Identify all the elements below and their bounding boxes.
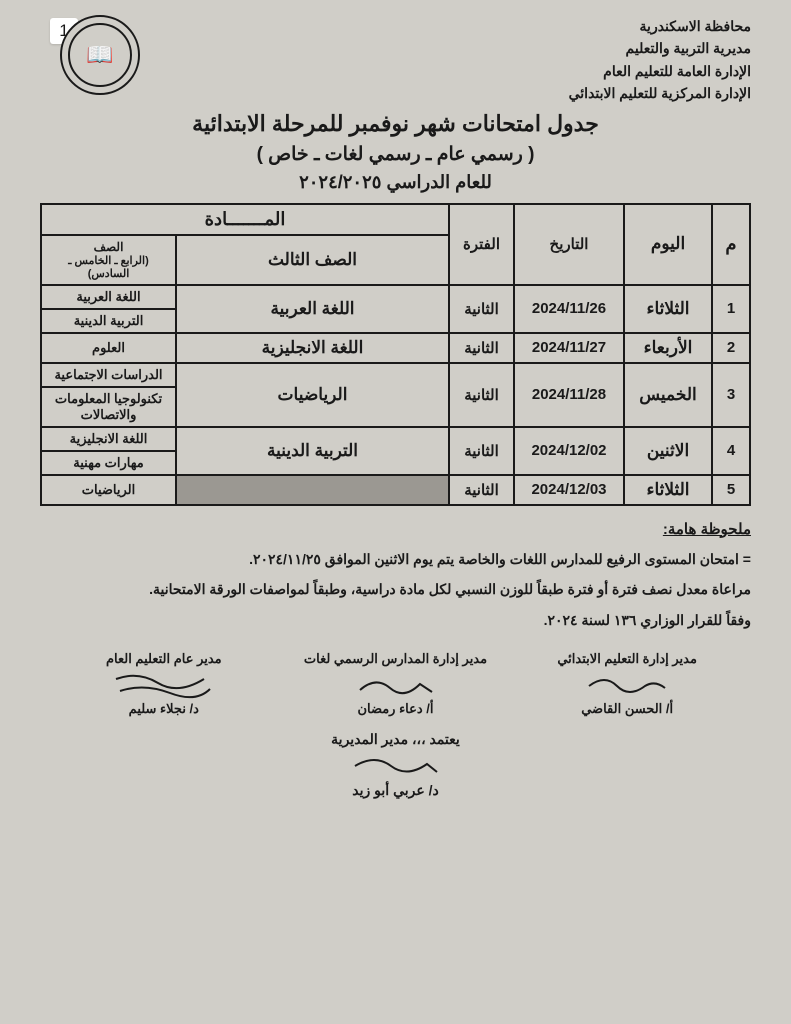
title-year: للعام الدراسي ٢٠٢٤/٢٠٢٥ xyxy=(40,172,751,193)
table-cell: اللغة العربية xyxy=(176,285,449,333)
table-cell: 5 xyxy=(712,475,750,505)
th-grades456: الصف (الرابع ـ الخامس ـ السادس) xyxy=(41,235,176,285)
signature-mark-icon xyxy=(280,671,512,697)
table-cell: تكنولوجيا المعلومات والاتصالات xyxy=(41,387,176,427)
table-cell: التربية الدينية xyxy=(176,427,449,475)
table-cell: التربية الدينية xyxy=(41,309,176,333)
table-cell: اللغة الانجليزية xyxy=(176,333,449,363)
signature-mark-icon xyxy=(40,750,751,780)
note-item: وفقاً للقرار الوزاري ١٣٦ لسنة ٢٠٢٤. xyxy=(40,607,751,634)
th-grade3: الصف الثالث xyxy=(176,235,449,285)
header-line-2: مديرية التربية والتعليم xyxy=(569,37,751,59)
table-cell: الخميس xyxy=(624,363,712,427)
table-cell: الدراسات الاجتماعية xyxy=(41,363,176,387)
th-number: م xyxy=(712,204,750,285)
table-cell: 2 xyxy=(712,333,750,363)
table-row: 3الخميس2024/11/28الثانيةالرياضياتالدراسا… xyxy=(41,363,750,387)
table-cell: الرياضيات xyxy=(176,363,449,427)
notes-heading: ملحوظة هامة: xyxy=(40,520,751,538)
sig3-title: مدير عام التعليم العام xyxy=(48,651,280,667)
ministry-logo-icon: 📖 xyxy=(60,15,140,95)
th-period: الفترة xyxy=(449,204,514,285)
sig2-name: أ/ دعاء رمضان xyxy=(280,701,512,717)
table-cell: 4 xyxy=(712,427,750,475)
sig1-title: مدير إدارة التعليم الابتدائي xyxy=(511,651,743,667)
th-grades456-sub: (الرابع ـ الخامس ـ السادس) xyxy=(48,254,169,280)
table-cell xyxy=(176,475,449,505)
table-cell: الثانية xyxy=(449,363,514,427)
table-cell: الاثنين xyxy=(624,427,712,475)
note-item: مراعاة معدل نصف فترة أو فترة طبقاً للوزن… xyxy=(40,576,751,603)
signature-col-1: مدير إدارة التعليم الابتدائي أ/ الحسن ال… xyxy=(511,651,743,717)
table-cell: الثلاثاء xyxy=(624,475,712,505)
note-item: = امتحان المستوى الرفيع للمدارس اللغات و… xyxy=(40,546,751,573)
sig-bottom-name: د/ عربي أبو زيد xyxy=(40,782,751,799)
sig1-name: أ/ الحسن القاضي xyxy=(511,701,743,717)
table-row: 4الاثنين2024/12/02الثانيةالتربية الدينية… xyxy=(41,427,750,451)
table-cell: 1 xyxy=(712,285,750,333)
table-cell: الأربعاء xyxy=(624,333,712,363)
signature-col-2: مدير إدارة المدارس الرسمي لغات أ/ دعاء ر… xyxy=(280,651,512,717)
title-block: جدول امتحانات شهر نوفمبر للمرحلة الابتدا… xyxy=(40,111,751,193)
sig3-name: د/ نجلاء سليم xyxy=(48,701,280,717)
header-line-1: محافظة الاسكندرية xyxy=(569,15,751,37)
title-main: جدول امتحانات شهر نوفمبر للمرحلة الابتدا… xyxy=(40,111,751,137)
table-cell: مهارات مهنية xyxy=(41,451,176,475)
header-line-4: الإدارة المركزية للتعليم الابتدائي xyxy=(569,82,751,104)
table-cell: الثانية xyxy=(449,427,514,475)
table-cell: اللغة العربية xyxy=(41,285,176,309)
th-date: التاريخ xyxy=(514,204,624,285)
exam-schedule-table: م اليوم التاريخ الفترة المـــــــادة الص… xyxy=(40,203,751,506)
table-cell: الثلاثاء xyxy=(624,285,712,333)
signature-mark-icon xyxy=(48,671,280,697)
signature-col-3: مدير عام التعليم العام د/ نجلاء سليم xyxy=(48,651,280,717)
table-cell: الثانية xyxy=(449,475,514,505)
table-cell: 2024/12/02 xyxy=(514,427,624,475)
table-cell: 2024/11/27 xyxy=(514,333,624,363)
table-row: 1الثلاثاء2024/11/26الثانيةاللغة العربيةا… xyxy=(41,285,750,309)
notes-list: = امتحان المستوى الرفيع للمدارس اللغات و… xyxy=(40,546,751,634)
header: محافظة الاسكندرية مديرية التربية والتعلي… xyxy=(40,15,751,105)
book-icon: 📖 xyxy=(86,42,113,68)
th-grades456-hdr: الصف xyxy=(48,240,169,254)
sig-bottom-title: يعتمد ،،، مدير المديرية xyxy=(40,731,751,748)
table-cell: الثانية xyxy=(449,285,514,333)
table-row: 5الثلاثاء2024/12/03الثانية الرياضيات xyxy=(41,475,750,505)
table-cell: 2024/11/28 xyxy=(514,363,624,427)
signature-bottom: يعتمد ،،، مدير المديرية د/ عربي أبو زيد xyxy=(40,731,751,799)
table-cell: الرياضيات xyxy=(41,475,176,505)
table-cell: اللغة الانجليزية xyxy=(41,427,176,451)
sig2-title: مدير إدارة المدارس الرسمي لغات xyxy=(280,651,512,667)
table-cell: 2024/11/26 xyxy=(514,285,624,333)
header-org-text: محافظة الاسكندرية مديرية التربية والتعلي… xyxy=(569,15,751,105)
th-subject-group: المـــــــادة xyxy=(41,204,449,235)
table-cell: 2024/12/03 xyxy=(514,475,624,505)
table-row: 2الأربعاء2024/11/27الثانيةاللغة الانجليز… xyxy=(41,333,750,363)
header-line-3: الإدارة العامة للتعليم العام xyxy=(569,60,751,82)
table-cell: 3 xyxy=(712,363,750,427)
signature-row: مدير إدارة التعليم الابتدائي أ/ الحسن ال… xyxy=(40,651,751,717)
table-cell: الثانية xyxy=(449,333,514,363)
table-cell: العلوم xyxy=(41,333,176,363)
signature-mark-icon xyxy=(511,671,743,697)
th-day: اليوم xyxy=(624,204,712,285)
title-sub: ( رسمي عام ـ رسمي لغات ـ خاص ) xyxy=(40,143,751,166)
